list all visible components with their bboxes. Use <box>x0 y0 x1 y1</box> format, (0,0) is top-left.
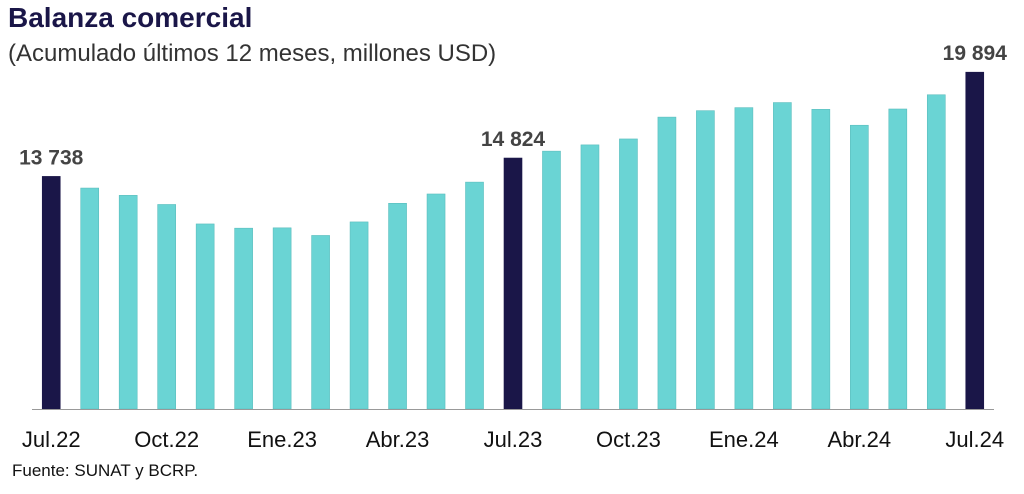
chart-title: Balanza comercial <box>8 2 253 33</box>
bar-set-22 <box>118 195 138 410</box>
bar-jun-24 <box>926 94 946 410</box>
bar-feb-24 <box>773 102 792 410</box>
bar-may-24 <box>888 108 908 410</box>
bar-nov-22 <box>195 223 215 410</box>
bar-group <box>41 71 985 410</box>
bar-jul-23 <box>503 157 523 410</box>
bar-oct-22 <box>157 204 176 410</box>
x-tick-label: Oct.22 <box>134 427 199 452</box>
bar-ago-22 <box>80 187 100 410</box>
bar-ene-24 <box>734 107 754 410</box>
x-tick-label: Ene.24 <box>709 427 779 452</box>
x-tick-label: Jul.24 <box>945 427 1004 452</box>
bar-oct-23 <box>619 138 638 410</box>
data-label: 14 824 <box>481 128 546 151</box>
bar-feb-23 <box>311 235 330 410</box>
bar-jul-22 <box>41 176 61 410</box>
x-tick-label: Jul.23 <box>484 427 543 452</box>
data-label: 19 894 <box>943 42 1008 65</box>
bar-abr-24 <box>850 124 869 410</box>
chart-subtitle: (Acumulado últimos 12 meses, millones US… <box>8 40 497 67</box>
bar-jun-23 <box>465 181 484 410</box>
bar-ene-23 <box>272 227 292 410</box>
bar-abr-23 <box>388 203 407 410</box>
bar-mar-23 <box>349 221 369 410</box>
x-tick-label: Abr.24 <box>828 427 892 452</box>
source-note: Fuente: SUNAT y BCRP. <box>12 461 199 480</box>
data-label: 13 738 <box>19 146 84 169</box>
bar-set-23 <box>580 144 600 410</box>
bar-dic-23 <box>696 110 715 410</box>
data-label-group: 13 738 14 824 19 894 <box>19 42 1007 169</box>
x-tick-group: Jul.22 Oct.22 Ene.23 Abr.23 Jul.23 Oct.23 Ene.… <box>22 427 1004 452</box>
x-tick-label: Oct.23 <box>596 427 661 452</box>
x-tick-label: Ene.23 <box>247 427 317 452</box>
bar-nov-23 <box>657 116 677 410</box>
bar-may-23 <box>426 193 446 410</box>
bar-jul-24 <box>965 71 985 410</box>
bar-ago-23 <box>542 150 561 410</box>
bar-dic-22 <box>234 227 253 410</box>
bar-mar-24 <box>811 109 831 410</box>
x-tick-label: Jul.22 <box>22 427 81 452</box>
x-tick-label: Abr.23 <box>366 427 430 452</box>
